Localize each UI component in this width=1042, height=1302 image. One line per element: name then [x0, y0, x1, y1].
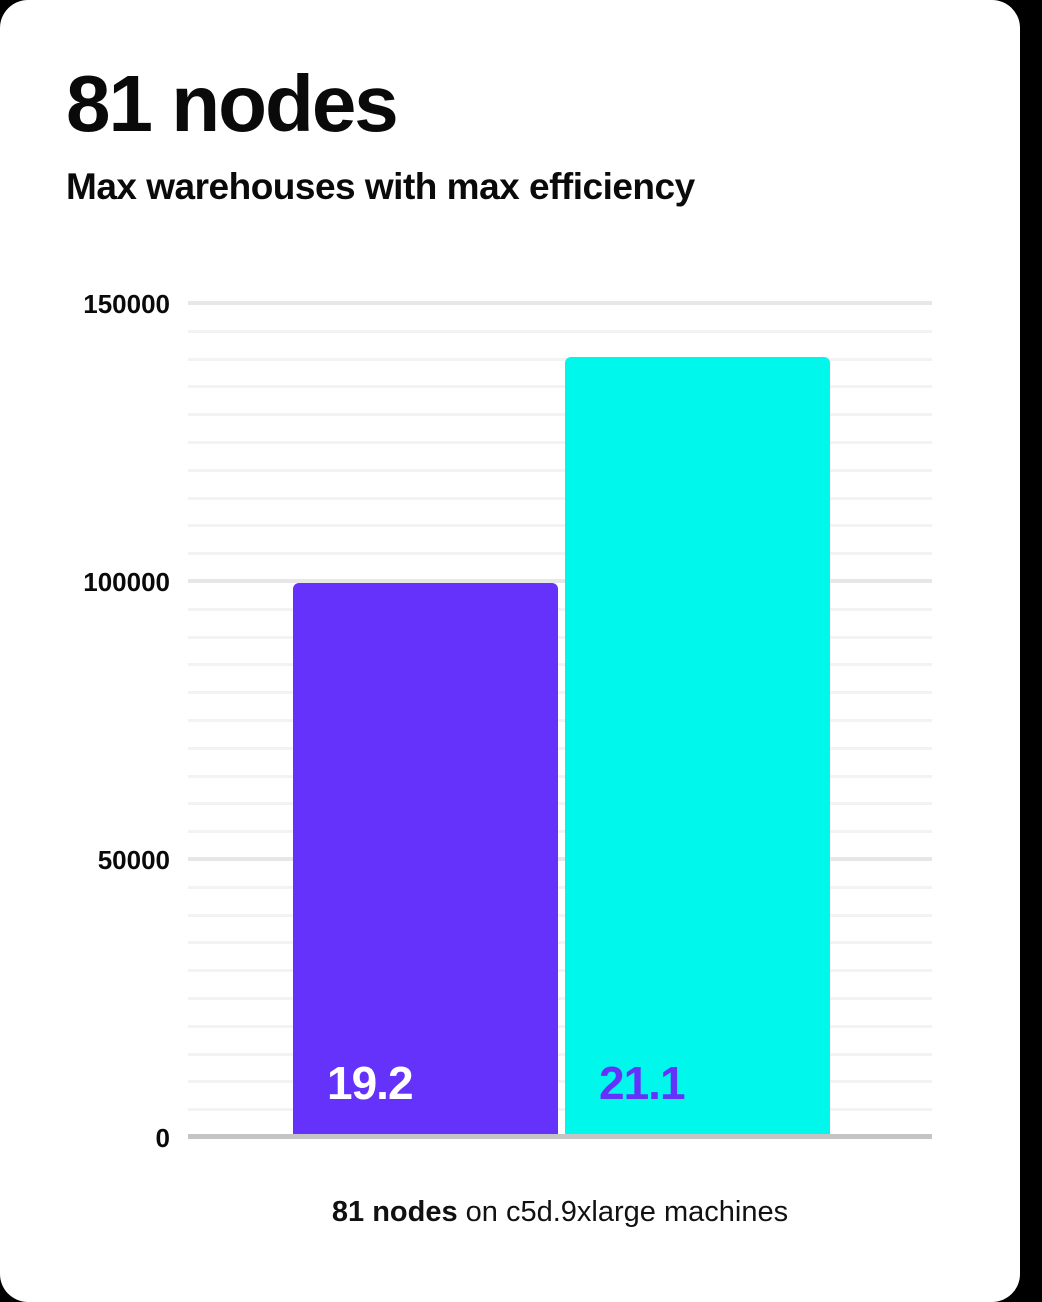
- minor-gridline: [188, 1108, 932, 1112]
- bar-value-label: 21.1: [599, 1057, 686, 1109]
- y-tick-label: 100000: [83, 567, 170, 597]
- y-tick-label: 0: [155, 1123, 170, 1153]
- minor-gridline: [188, 329, 932, 333]
- plot-area: 19.2 21.1: [188, 301, 932, 1139]
- minor-gridline: [188, 941, 932, 945]
- minor-gridline: [188, 496, 932, 500]
- minor-gridline: [188, 719, 932, 722]
- major-gridline: [188, 301, 932, 305]
- bar-1: 19.2: [293, 583, 558, 1136]
- caption-bold-text: 81 nodes: [331, 1196, 458, 1228]
- minor-gridline: [188, 913, 932, 917]
- x-axis-line: [188, 1134, 932, 1139]
- minor-gridline: [188, 552, 932, 556]
- minor-gridline: [188, 1024, 932, 1028]
- bar-2: 21.1: [565, 357, 830, 1136]
- minor-gridline: [188, 885, 932, 889]
- minor-gridline: [188, 663, 932, 667]
- minor-gridline: [188, 524, 932, 528]
- minor-gridline: [188, 1052, 932, 1056]
- page-subtitle: Max warehouses with max efficiency: [66, 166, 695, 207]
- major-gridline: [188, 579, 932, 583]
- y-tick-label: 150000: [83, 289, 170, 319]
- minor-gridline: [188, 774, 932, 778]
- bar-chart: 0 50000 100000 150000 19.2 21.1: [0, 289, 1020, 1153]
- caption-regular-text: on c5d.9xlarge machines: [457, 1196, 789, 1228]
- minor-gridline: [188, 969, 932, 973]
- bar-value-label: 19.2: [327, 1057, 414, 1109]
- minor-gridline: [188, 385, 932, 389]
- minor-gridline: [188, 468, 932, 472]
- minor-gridline: [188, 691, 932, 695]
- minor-gridline: [188, 441, 932, 444]
- y-axis-tick-labels: 0 50000 100000 150000: [0, 289, 170, 1153]
- minor-gridline: [188, 635, 932, 639]
- minor-gridline: [188, 830, 932, 834]
- minor-gridline: [188, 413, 932, 417]
- y-tick-label: 50000: [97, 845, 170, 875]
- major-gridline: [188, 857, 932, 861]
- chart-caption: 81 nodes on c5d.9xlarge machines: [188, 1196, 932, 1229]
- minor-gridline: [188, 357, 932, 361]
- chart-card: 81 nodes Max warehouses with max efficie…: [0, 0, 1020, 1302]
- minor-gridline: [188, 997, 932, 1000]
- minor-gridline: [188, 802, 932, 806]
- page-title: 81 nodes: [66, 59, 399, 148]
- minor-gridline: [188, 1080, 932, 1084]
- minor-gridline: [188, 746, 932, 750]
- minor-gridline: [188, 607, 932, 611]
